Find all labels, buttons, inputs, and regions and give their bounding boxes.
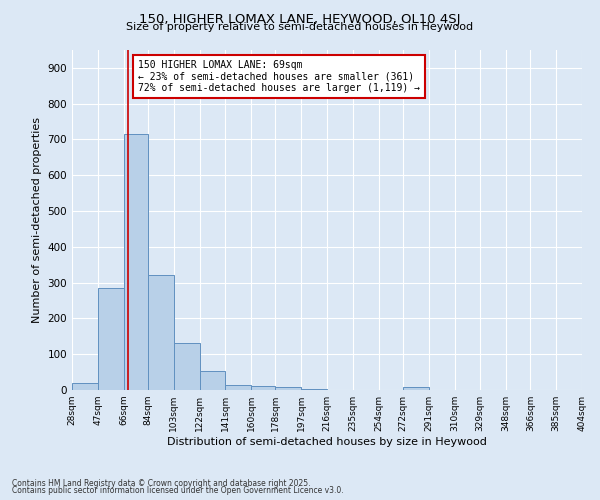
Bar bbox=[225, 384, 251, 390]
Bar bbox=[148, 276, 174, 390]
Text: Contains HM Land Registry data © Crown copyright and database right 2025.: Contains HM Land Registry data © Crown c… bbox=[12, 478, 311, 488]
Text: Size of property relative to semi-detached houses in Heywood: Size of property relative to semi-detach… bbox=[127, 22, 473, 32]
Text: 150 HIGHER LOMAX LANE: 69sqm
← 23% of semi-detached houses are smaller (361)
72%: 150 HIGHER LOMAX LANE: 69sqm ← 23% of se… bbox=[139, 60, 420, 94]
Bar bbox=[124, 134, 148, 390]
Y-axis label: Number of semi-detached properties: Number of semi-detached properties bbox=[32, 117, 42, 323]
Bar bbox=[403, 387, 429, 390]
Bar bbox=[199, 372, 225, 390]
Bar bbox=[98, 288, 124, 390]
X-axis label: Distribution of semi-detached houses by size in Heywood: Distribution of semi-detached houses by … bbox=[167, 437, 487, 447]
Bar bbox=[72, 383, 98, 390]
Text: Contains public sector information licensed under the Open Government Licence v3: Contains public sector information licen… bbox=[12, 486, 344, 495]
Text: 150, HIGHER LOMAX LANE, HEYWOOD, OL10 4SJ: 150, HIGHER LOMAX LANE, HEYWOOD, OL10 4S… bbox=[139, 12, 461, 26]
Bar bbox=[275, 387, 301, 390]
Bar bbox=[174, 344, 199, 390]
Bar bbox=[251, 386, 275, 390]
